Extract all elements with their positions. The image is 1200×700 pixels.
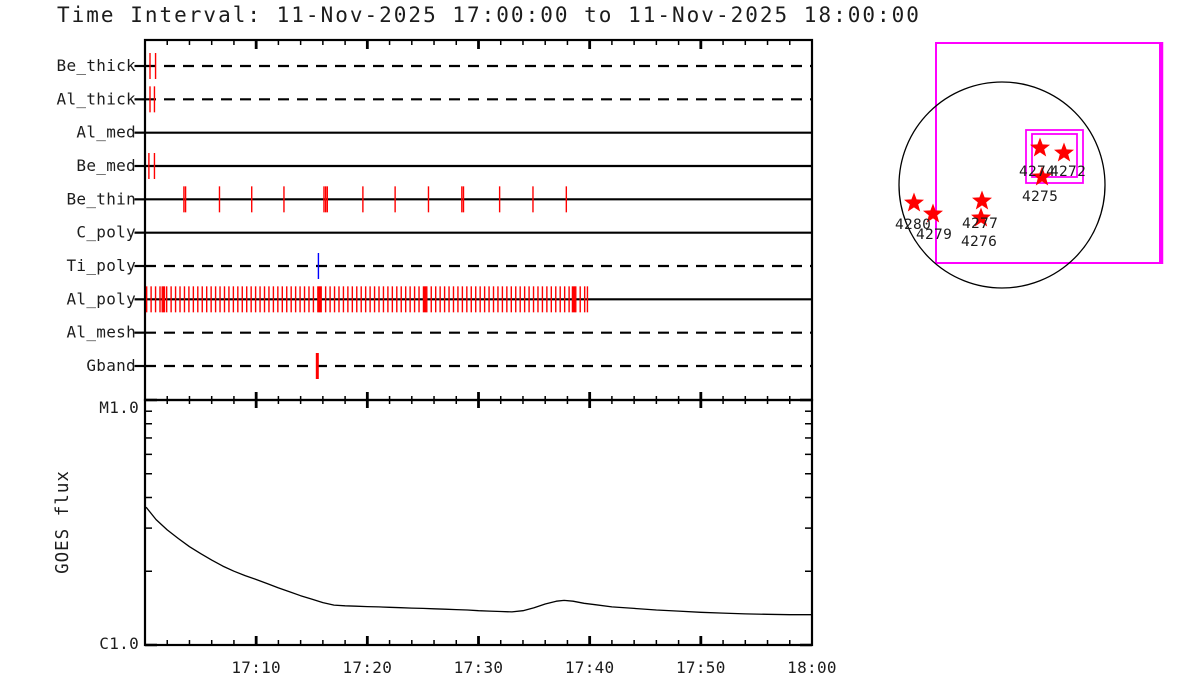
active-region-label-4280: 4280 [895,217,931,233]
filter-row-label: Al_med [76,123,136,142]
x-axis-label: 17:40 [565,658,615,677]
active-region-star-4274 [1030,137,1050,157]
filter-row-Be_thin: Be_thin [66,186,812,213]
filter-row-Be_med: Be_med [76,152,812,179]
active-region-star-4279 [923,203,943,223]
solar-disk [898,81,1106,289]
goes-flux-panel: 17:10 17:20 17:30 17:40 17:50 18:00 M1.0 C1.0 GO… [53,398,837,677]
active-region-star-4272 [1054,142,1074,162]
goes-flux-curve [145,506,812,616]
filter-timeline-panel: Be_thick Al_thick Al_med Be_med Be_thin C_pol… [57,38,814,408]
active-region-star-4277 [972,190,992,210]
filter-row-label: Al_thick [57,89,137,108]
filter-row-Al_thick: Al_thick [57,86,812,113]
filter-row-label: Be_med [76,156,136,175]
filter-row-label: Al_poly [66,289,136,308]
filter-row-Al_med: Al_med [76,123,812,142]
filter-row-Al_poly: Al_poly [66,286,812,313]
target-rect [1031,133,1078,178]
active-region-label-4276: 4276 [961,234,997,250]
filter-row-label: Be_thick [57,56,137,75]
filter-row-label: C_poly [76,223,136,242]
filter-row-label: Al_mesh [66,323,136,342]
filter-row-Ti_poly: Ti_poly [66,252,812,279]
active-region-label-4274: 4274 [1019,164,1055,180]
active-region-label-4279: 4279 [916,227,952,243]
filter-row-Gband: Gband [86,352,812,379]
active-region-star-4280 [904,192,924,212]
active-region-label-4277: 4277 [962,216,998,232]
x-axis-label: 18:00 [787,658,837,677]
x-axis-label: 17:10 [231,658,281,677]
x-axis-label: 17:20 [342,658,392,677]
filter-row-C_poly: C_poly [76,223,812,242]
active-region-label-4272: 4272 [1050,164,1086,180]
y-bottom-label: C1.0 [99,634,139,653]
active-region-star-4276 [971,207,991,227]
x-axis-label: 17:30 [454,658,504,677]
filter-row-Al_mesh: Al_mesh [66,323,812,342]
x-axis-label: 17:50 [676,658,726,677]
y-axis-title: GOES flux [53,470,73,574]
page-title: Time Interval: 11-Nov-2025 17:00:00 to 1… [57,3,921,27]
filter-row-label: Gband [86,356,136,375]
filter-row-Be_thick: Be_thick [57,53,812,79]
active-region-star-4275 [1032,166,1052,186]
y-top-label: M1.0 [99,398,139,417]
active-region-label-4275: 4275 [1022,189,1058,205]
filter-row-label: Be_thin [66,189,136,208]
target-rect [1025,129,1084,184]
filter-row-label: Ti_poly [66,256,136,275]
